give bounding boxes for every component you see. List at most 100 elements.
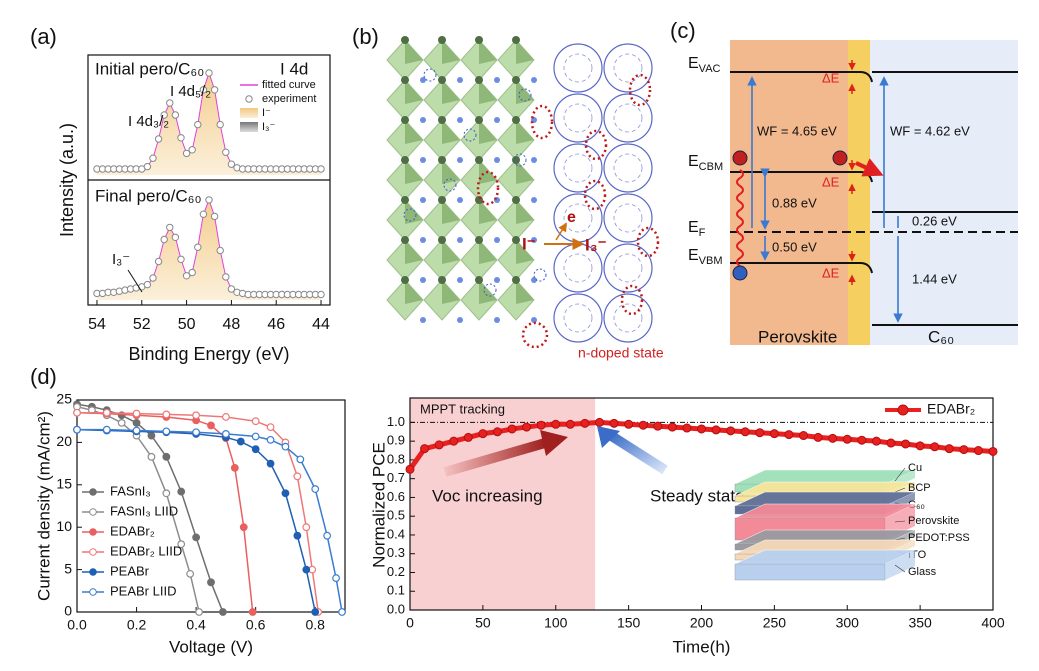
atom bbox=[420, 77, 426, 83]
data-point bbox=[740, 427, 750, 437]
atom bbox=[475, 196, 483, 204]
octahedron-face bbox=[405, 80, 423, 104]
level-label-sub: VAC bbox=[699, 63, 721, 75]
data-point bbox=[182, 149, 191, 158]
panel-title: Final pero/C₆₀ bbox=[95, 186, 202, 205]
data-point bbox=[463, 432, 473, 442]
legend-label: EDABr₂ LIID bbox=[110, 543, 182, 558]
atom bbox=[457, 277, 463, 283]
data-point bbox=[177, 255, 185, 263]
y-tick-label: 25 bbox=[56, 391, 72, 407]
atom bbox=[494, 237, 500, 243]
octahedron-face bbox=[405, 160, 423, 184]
vacancy bbox=[423, 68, 437, 82]
octahedron-face bbox=[516, 200, 534, 224]
data-point bbox=[711, 425, 721, 435]
wf-label: WF = 4.65 eV bbox=[757, 123, 837, 138]
legend-swatch bbox=[89, 588, 97, 596]
atom bbox=[438, 76, 446, 84]
data-point bbox=[207, 578, 215, 587]
data-point bbox=[194, 243, 202, 251]
data-point bbox=[227, 160, 236, 168]
data-point bbox=[143, 280, 152, 289]
atom bbox=[531, 237, 537, 243]
vacancy bbox=[463, 128, 477, 142]
atom bbox=[512, 196, 520, 204]
data-point bbox=[580, 418, 590, 428]
atom bbox=[420, 157, 426, 163]
atom bbox=[531, 157, 537, 163]
data-point bbox=[551, 419, 561, 429]
data-point bbox=[871, 436, 881, 446]
x-tick-label: 52 bbox=[133, 316, 151, 333]
y-tick-label: 0.1 bbox=[387, 583, 405, 598]
data-point bbox=[266, 423, 275, 432]
data-point bbox=[162, 427, 171, 436]
atom bbox=[420, 197, 426, 203]
level-label-main: E bbox=[688, 219, 699, 236]
data-point bbox=[653, 421, 663, 431]
data-point bbox=[293, 531, 302, 540]
perovskite-region bbox=[730, 40, 848, 345]
vacancy bbox=[403, 208, 417, 222]
inset-label: Cu bbox=[908, 462, 922, 474]
data-point bbox=[323, 531, 332, 540]
doped-site bbox=[620, 284, 644, 316]
data-point bbox=[230, 463, 239, 472]
data-point bbox=[697, 424, 706, 434]
atom bbox=[475, 236, 483, 244]
doped-site bbox=[628, 73, 652, 107]
delta-label: ΔE bbox=[822, 265, 840, 280]
data-point bbox=[449, 436, 459, 446]
interface-region bbox=[848, 40, 870, 345]
x-tick-label: 0.0 bbox=[67, 617, 87, 633]
atom bbox=[401, 76, 409, 84]
panel-title: Initial pero/C₆₀ bbox=[95, 59, 204, 78]
data-point bbox=[166, 99, 174, 107]
y-tick-label: 0.4 bbox=[387, 526, 405, 541]
data-point bbox=[988, 446, 998, 456]
octahedron-face bbox=[405, 240, 423, 264]
x-tick-label: 0 bbox=[406, 615, 414, 631]
atom bbox=[438, 236, 446, 244]
series-line bbox=[76, 411, 254, 613]
octahedron-face bbox=[516, 240, 534, 264]
data-point bbox=[769, 429, 779, 439]
data-point bbox=[73, 408, 81, 417]
x-tick-label: 50 bbox=[178, 316, 196, 333]
atom bbox=[457, 237, 463, 243]
data-point bbox=[132, 409, 141, 418]
doped-site bbox=[476, 170, 500, 206]
peak-label: I 4d₅/₂ bbox=[170, 83, 211, 100]
atom bbox=[531, 77, 537, 83]
fullerene bbox=[603, 193, 653, 243]
data-point bbox=[199, 86, 208, 94]
y-axis-label: Intensity (a.u.) bbox=[57, 123, 77, 237]
x-tick-label: 0.6 bbox=[246, 617, 266, 633]
data-point bbox=[302, 523, 311, 532]
electron-label: e bbox=[567, 209, 576, 226]
level-label-sub: F bbox=[699, 227, 706, 239]
octahedron-face bbox=[442, 160, 460, 184]
atom bbox=[475, 36, 483, 44]
annotation: Steady state bbox=[650, 486, 745, 505]
atom bbox=[457, 77, 463, 83]
data-point bbox=[199, 210, 208, 218]
octahedron-face bbox=[405, 200, 423, 224]
data-point bbox=[784, 430, 794, 440]
legend-label: I⁻ bbox=[262, 107, 271, 119]
delta-label: ΔE bbox=[822, 70, 840, 85]
data-point bbox=[842, 434, 852, 444]
data-point bbox=[219, 608, 227, 616]
fullerene bbox=[603, 93, 653, 143]
atom bbox=[457, 157, 463, 163]
data-point bbox=[726, 426, 736, 436]
level-line bbox=[730, 262, 873, 274]
data-point bbox=[154, 257, 163, 266]
atom bbox=[494, 277, 500, 283]
data-point bbox=[251, 445, 260, 454]
data-point bbox=[565, 419, 575, 429]
data-point bbox=[338, 608, 346, 616]
data-point bbox=[177, 540, 186, 549]
